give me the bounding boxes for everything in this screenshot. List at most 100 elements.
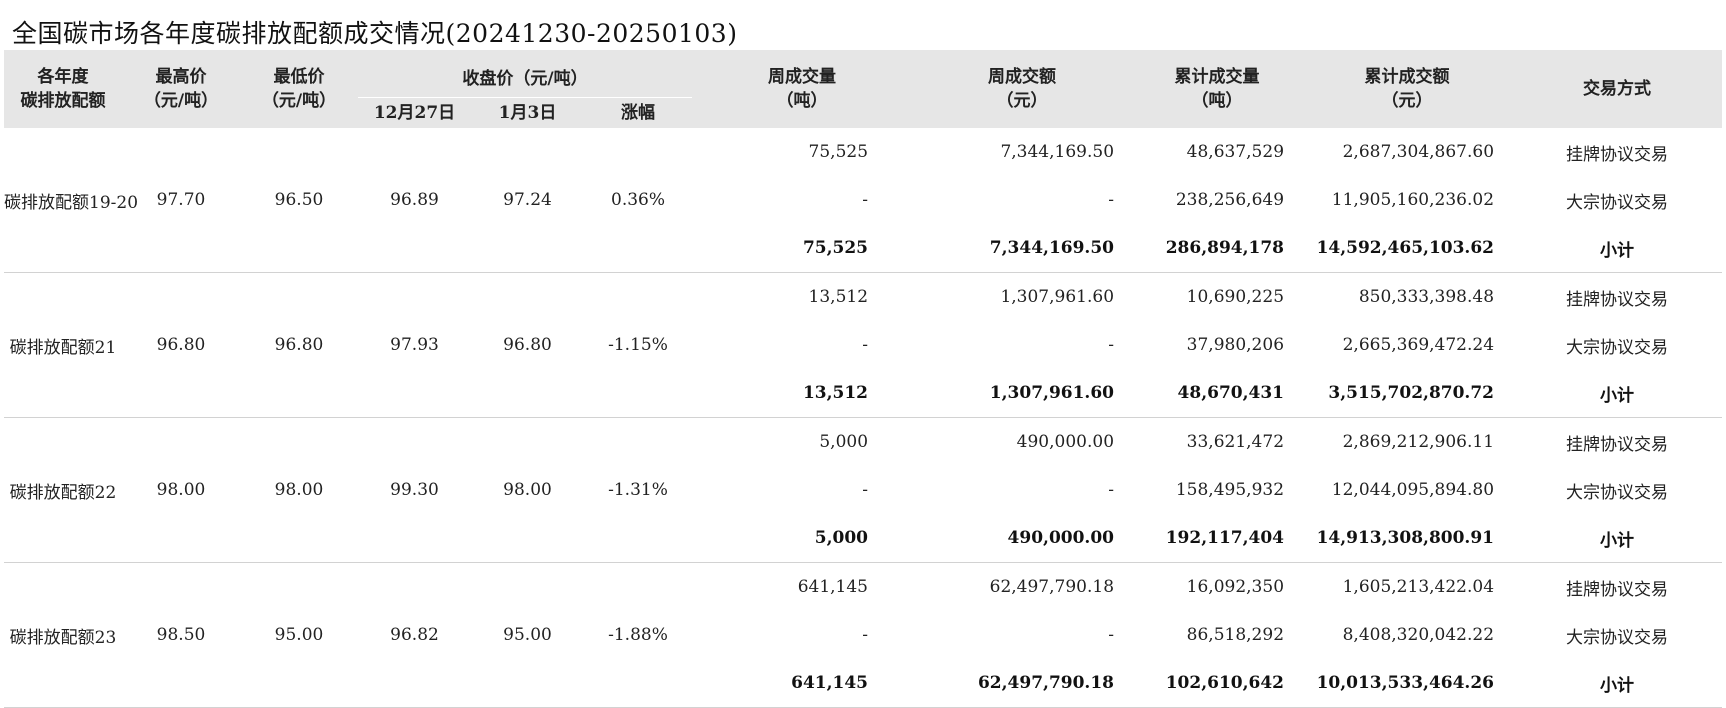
- cum-volume: 286,894,178: [1132, 224, 1303, 273]
- close-curr-price: 95.00: [471, 562, 584, 708]
- header-close-prev: 12月27日: [358, 98, 471, 128]
- header-change: 涨幅: [584, 98, 693, 128]
- cum-volume: 33,621,472: [1186, 432, 1285, 452]
- cum-volume: 158,495,932: [1175, 480, 1285, 500]
- week-volume: -: [862, 190, 869, 210]
- cum-amount: 8,408,320,042.22: [1342, 625, 1495, 645]
- week-volume: 13,512: [808, 287, 869, 307]
- allowance-name: 碳排放配额22: [4, 417, 122, 563]
- trade-mode: 大宗协议交易: [1566, 482, 1669, 503]
- header-low: 最低价 （元/吨）: [240, 50, 358, 128]
- week-volume: 5,000: [692, 514, 913, 563]
- carbon-trading-table: 各年度 碳排放配额 最高价 （元/吨） 最低价 （元/吨） 收盘价（元/吨） 周…: [4, 50, 1723, 708]
- header-cum-amount: 累计成交额 （元）: [1302, 50, 1513, 128]
- table-body: 碳排放配额19-20 97.70 96.50 96.89 97.24 0.36% 75,52…: [4, 128, 1723, 708]
- week-amount: 490,000.00: [1016, 432, 1115, 452]
- week-volume: -: [862, 335, 869, 355]
- trade-mode: 大宗协议交易: [1566, 192, 1669, 213]
- table-row: 5,000 490,000.00 192,117,404 14,913,308,800…: [4, 514, 1723, 563]
- close-prev-price: 96.82: [358, 562, 471, 708]
- cum-amount: 14,592,465,103.62: [1302, 224, 1513, 273]
- cum-volume: 102,610,642: [1132, 659, 1303, 708]
- week-volume: -: [862, 480, 869, 500]
- week-volume: 75,525: [692, 224, 913, 273]
- cum-amount: 11,905,160,236.02: [1331, 190, 1495, 210]
- cum-volume: 48,670,431: [1132, 369, 1303, 418]
- trade-mode: 小计: [1512, 659, 1723, 708]
- table-row: 碳排放配额22 98.00 98.00 99.30 98.00 -1.31% 5,000 49…: [4, 417, 1722, 563]
- high-price: 98.00: [122, 417, 240, 563]
- trade-mode: 小计: [1512, 224, 1723, 273]
- header-allowance: 各年度 碳排放配额: [4, 50, 122, 128]
- week-amount: -: [1108, 335, 1115, 355]
- high-price: 97.70: [122, 128, 240, 273]
- week-volume: -: [862, 625, 869, 645]
- week-amount: 1,307,961.60: [912, 369, 1133, 418]
- week-amount: 1,307,961.60: [1000, 287, 1115, 307]
- cum-amount: 12,044,095,894.80: [1331, 480, 1495, 500]
- table-row: - - 238,256,649 11,905,160,236.02 大宗协议交易: [4, 176, 1722, 224]
- cum-amount: 850,333,398.48: [1358, 287, 1495, 307]
- trade-mode: 大宗协议交易: [1566, 337, 1669, 358]
- close-prev-price: 99.30: [358, 417, 471, 563]
- header-mode: 交易方式: [1512, 50, 1723, 128]
- high-price: 96.80: [122, 272, 240, 418]
- cum-volume: 238,256,649: [1175, 190, 1285, 210]
- table-row: 碳排放配额21 96.80 96.80 97.93 96.80 -1.15% 13,512 1…: [4, 272, 1722, 418]
- cum-amount: 1,605,213,422.04: [1342, 577, 1495, 597]
- header-high: 最高价 （元/吨）: [122, 50, 240, 128]
- week-amount: 62,497,790.18: [989, 577, 1115, 597]
- cum-amount: 2,665,369,472.24: [1342, 335, 1495, 355]
- week-volume: 641,145: [797, 577, 869, 597]
- week-amount: -: [1108, 625, 1115, 645]
- close-prev-price: 96.89: [358, 128, 471, 273]
- cum-amount: 3,515,702,870.72: [1302, 369, 1513, 418]
- page-title: 全国碳市场各年度碳排放配额成交情况(20241230-20250103): [12, 19, 738, 48]
- week-volume: 75,525: [808, 142, 869, 162]
- low-price: 96.50: [240, 128, 358, 273]
- header-close-curr: 1月3日: [471, 98, 584, 128]
- table-row: 碳排放配额23 98.50 95.00 96.82 95.00 -1.88% 641,145…: [4, 562, 1722, 708]
- week-amount: -: [1108, 480, 1115, 500]
- price-change: -1.88%: [584, 562, 693, 708]
- cum-volume: 16,092,350: [1186, 577, 1285, 597]
- trade-mode: 挂牌协议交易: [1566, 289, 1669, 310]
- cum-volume: 192,117,404: [1132, 514, 1303, 563]
- table-row: - - 158,495,932 12,044,095,894.80 大宗协议交易: [4, 466, 1722, 514]
- price-change: -1.15%: [584, 272, 693, 418]
- week-amount: 7,344,169.50: [912, 224, 1133, 273]
- table-header: 各年度 碳排放配额 最高价 （元/吨） 最低价 （元/吨） 收盘价（元/吨） 周…: [4, 50, 1723, 128]
- trade-mode: 挂牌协议交易: [1566, 144, 1669, 165]
- allowance-name: 碳排放配额19-20: [4, 128, 138, 273]
- week-amount: 62,497,790.18: [912, 659, 1133, 708]
- cum-volume: 37,980,206: [1186, 335, 1285, 355]
- close-curr-price: 98.00: [471, 417, 584, 563]
- cum-amount: 2,869,212,906.11: [1342, 432, 1495, 452]
- week-amount: 490,000.00: [912, 514, 1133, 563]
- header-week-volume: 周成交量 （吨）: [692, 50, 913, 128]
- low-price: 95.00: [240, 562, 358, 708]
- week-amount: -: [1108, 190, 1115, 210]
- trade-mode: 大宗协议交易: [1566, 627, 1669, 648]
- header-close-group: 收盘价（元/吨）: [358, 50, 693, 98]
- week-volume: 5,000: [819, 432, 869, 452]
- week-amount: 7,344,169.50: [1000, 142, 1115, 162]
- price-change: -1.31%: [584, 417, 693, 563]
- high-price: 98.50: [122, 562, 240, 708]
- low-price: 98.00: [240, 417, 358, 563]
- close-curr-price: 96.80: [471, 272, 584, 418]
- trade-mode: 挂牌协议交易: [1566, 579, 1669, 600]
- trade-mode: 小计: [1512, 369, 1723, 418]
- cum-amount: 2,687,304,867.60: [1342, 142, 1495, 162]
- week-volume: 641,145: [692, 659, 913, 708]
- table-row: 碳排放配额19-20 97.70 96.50 96.89 97.24 0.36% 75,52…: [4, 128, 1722, 273]
- week-volume: 13,512: [692, 369, 913, 418]
- close-prev-price: 97.93: [358, 272, 471, 418]
- table-row: 13,512 1,307,961.60 48,670,431 3,515,702,87…: [4, 369, 1723, 418]
- table-row: - - 37,980,206 2,665,369,472.24 大宗协议交易: [4, 321, 1722, 369]
- header-week-amount: 周成交额 （元）: [912, 50, 1133, 128]
- table-row: - - 86,518,292 8,408,320,042.22 大宗协议交易: [4, 611, 1722, 659]
- cum-volume: 10,690,225: [1186, 287, 1285, 307]
- cum-volume: 48,637,529: [1186, 142, 1285, 162]
